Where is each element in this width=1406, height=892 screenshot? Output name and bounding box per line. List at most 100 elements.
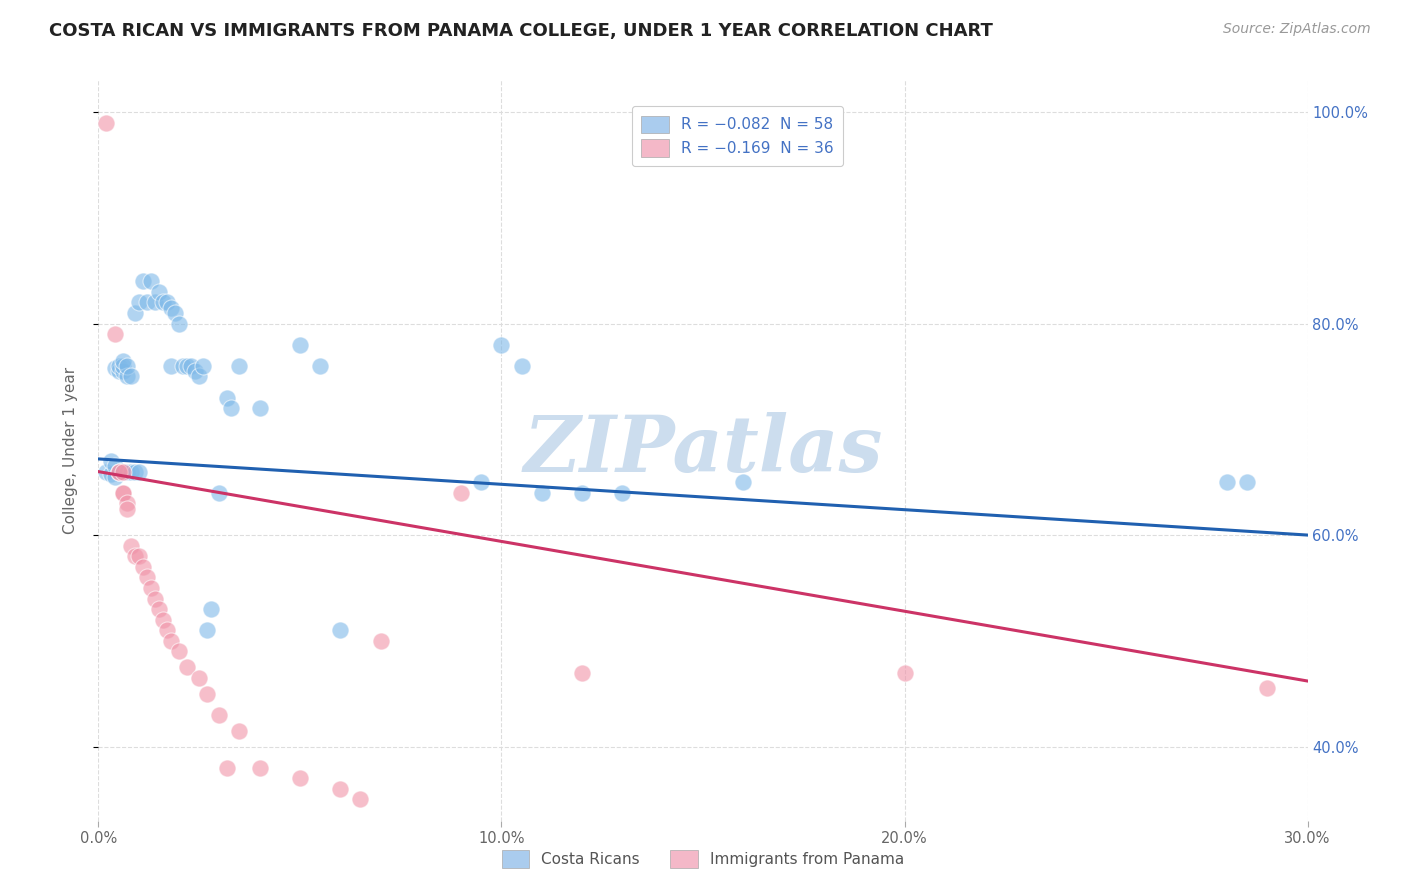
Point [249, 401, 271, 416]
Point [156, 295, 179, 310]
Point [370, 633, 392, 648]
Point [120, 465, 142, 479]
Point [111, 465, 134, 479]
Point [111, 359, 134, 373]
Point [217, 391, 239, 405]
Point [893, 665, 915, 680]
Point [176, 660, 198, 674]
Point [188, 369, 211, 384]
Point [172, 359, 194, 373]
Point [124, 465, 146, 479]
Point [571, 485, 593, 500]
Legend: Costa Ricans, Immigrants from Panama: Costa Ricans, Immigrants from Panama [494, 843, 912, 875]
Point [148, 285, 170, 299]
Point [329, 624, 352, 638]
Point [107, 359, 129, 373]
Point [111, 353, 134, 368]
Point [132, 274, 155, 288]
Point [120, 539, 142, 553]
Point [103, 470, 125, 484]
Point [249, 761, 271, 775]
Point [309, 359, 332, 373]
Point [128, 549, 150, 564]
Point [115, 359, 138, 373]
Point [1236, 475, 1258, 490]
Text: COSTA RICAN VS IMMIGRANTS FROM PANAMA COLLEGE, UNDER 1 YEAR CORRELATION CHART: COSTA RICAN VS IMMIGRANTS FROM PANAMA CO… [49, 22, 993, 40]
Point [152, 295, 174, 310]
Point [1256, 681, 1278, 696]
Point [103, 361, 125, 376]
Point [288, 772, 311, 786]
Point [139, 581, 162, 595]
Point [156, 624, 179, 638]
Point [100, 467, 122, 481]
Point [152, 613, 174, 627]
Point [148, 602, 170, 616]
Point [228, 359, 250, 373]
Point [139, 274, 162, 288]
Point [135, 295, 157, 310]
Text: ZIPatlas: ZIPatlas [523, 412, 883, 489]
Point [612, 485, 634, 500]
Point [571, 665, 593, 680]
Point [167, 317, 190, 331]
Point [176, 359, 198, 373]
Point [180, 359, 202, 373]
Point [288, 337, 311, 351]
Point [96, 465, 118, 479]
Point [115, 369, 138, 384]
Point [143, 295, 166, 310]
Point [143, 591, 166, 606]
Point [733, 475, 755, 490]
Point [160, 359, 183, 373]
Point [530, 485, 553, 500]
Point [200, 602, 222, 616]
Point [1216, 475, 1239, 490]
Point [217, 761, 239, 775]
Point [111, 485, 134, 500]
Point [107, 465, 129, 479]
Point [128, 295, 150, 310]
Point [124, 549, 146, 564]
Point [195, 624, 218, 638]
Point [96, 115, 118, 129]
Point [450, 485, 472, 500]
Point [208, 485, 231, 500]
Point [163, 306, 186, 320]
Point [107, 465, 129, 479]
Point [470, 475, 492, 490]
Point [329, 781, 352, 796]
Point [107, 465, 129, 479]
Point [107, 364, 129, 378]
Point [160, 633, 183, 648]
Point [100, 454, 122, 468]
Point [115, 465, 138, 479]
Point [132, 559, 155, 574]
Point [103, 459, 125, 474]
Point [167, 644, 190, 658]
Point [228, 723, 250, 738]
Point [510, 359, 533, 373]
Point [128, 465, 150, 479]
Point [208, 707, 231, 722]
Point [103, 327, 125, 342]
Point [124, 306, 146, 320]
Point [120, 369, 142, 384]
Point [221, 401, 243, 416]
Point [193, 359, 215, 373]
Text: Source: ZipAtlas.com: Source: ZipAtlas.com [1223, 22, 1371, 37]
Point [111, 364, 134, 378]
Legend: R = −0.082  N = 58, R = −0.169  N = 36: R = −0.082 N = 58, R = −0.169 N = 36 [633, 106, 842, 166]
Y-axis label: College, Under 1 year: College, Under 1 year [63, 367, 77, 534]
Point [184, 364, 207, 378]
Point [115, 496, 138, 510]
Point [135, 570, 157, 584]
Point [111, 485, 134, 500]
Point [188, 671, 211, 685]
Point [491, 337, 513, 351]
Point [349, 792, 371, 806]
Point [111, 465, 134, 479]
Point [160, 301, 183, 315]
Point [115, 501, 138, 516]
Point [195, 687, 218, 701]
